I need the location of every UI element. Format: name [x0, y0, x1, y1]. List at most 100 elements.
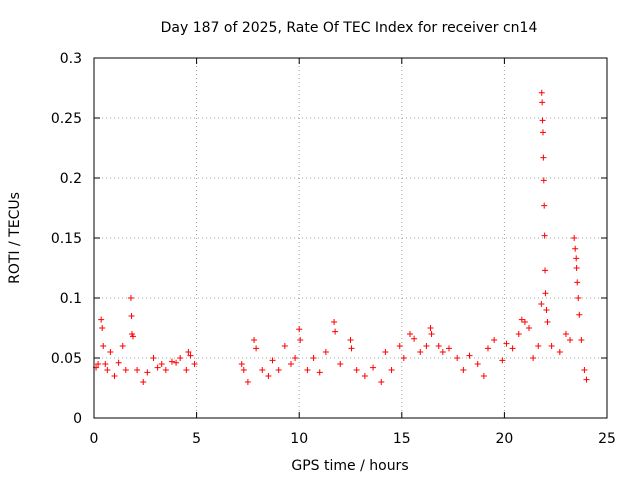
data-point [134, 367, 141, 373]
data-point [322, 349, 329, 355]
data-point [378, 379, 385, 385]
data-point [575, 295, 582, 301]
data-point [460, 367, 467, 373]
y-axis-label: ROTI / TECUs [7, 192, 23, 284]
data-point [540, 154, 547, 161]
data-point [259, 367, 266, 373]
data-point [518, 316, 525, 323]
data-point [454, 355, 461, 361]
data-point [396, 343, 403, 349]
data-point [122, 367, 129, 373]
y-tick-label: 0.2 [60, 171, 82, 187]
data-point [562, 331, 569, 337]
data-point [530, 355, 537, 361]
data-point [535, 343, 542, 349]
data-point [417, 349, 424, 355]
data-point [484, 345, 491, 352]
data-point [102, 361, 109, 367]
data-point [251, 337, 258, 343]
data-point [388, 367, 395, 373]
y-tick-label: 0.05 [51, 351, 82, 367]
data-point [515, 331, 522, 337]
data-point [191, 361, 198, 367]
data-point [128, 313, 135, 319]
data-point [304, 367, 311, 373]
data-point [583, 376, 590, 383]
data-point [348, 345, 355, 352]
data-point [281, 343, 288, 349]
data-point [177, 355, 184, 361]
x-tick-label: 25 [598, 431, 616, 447]
data-point [98, 316, 105, 323]
data-point [144, 369, 151, 376]
data-point [382, 349, 389, 355]
data-point [556, 349, 563, 355]
data-point [115, 359, 122, 366]
data-point [150, 355, 157, 361]
data-point [503, 340, 510, 347]
data-point [491, 337, 498, 343]
data-point [578, 337, 585, 343]
data-point [572, 245, 579, 252]
data-point [499, 357, 506, 364]
data-point [428, 331, 435, 337]
data-point [332, 328, 339, 335]
data-point [129, 333, 136, 340]
data-point [543, 307, 550, 313]
data-point [100, 343, 107, 349]
data-point [353, 367, 360, 373]
grid-lines [94, 58, 607, 418]
data-point [542, 267, 549, 274]
data-point [173, 359, 180, 366]
data-point [538, 301, 545, 307]
data-point [297, 337, 304, 343]
data-point [423, 343, 430, 349]
data-point [269, 357, 276, 364]
data-point [127, 295, 134, 301]
data-point [526, 325, 533, 331]
x-axis-label: GPS time / hours [291, 458, 408, 474]
data-point [540, 177, 547, 184]
data-point [427, 325, 434, 331]
data-point [361, 373, 368, 379]
data-point [104, 367, 111, 373]
y-tick-label: 0.25 [51, 111, 82, 127]
data-point [99, 325, 106, 331]
data-point [538, 89, 545, 96]
data-point [541, 232, 548, 239]
data-point [573, 265, 580, 271]
data-point [581, 367, 588, 373]
data-point [265, 373, 272, 379]
data-point [539, 129, 546, 136]
data-point [310, 355, 317, 361]
data-point [296, 326, 303, 333]
data-point [331, 319, 338, 325]
data-points [93, 89, 590, 385]
data-point [158, 361, 165, 367]
data-point [548, 343, 555, 349]
x-tick-label: 20 [495, 431, 513, 447]
x-tick-label: 10 [290, 431, 308, 447]
data-point [474, 361, 481, 367]
data-point [544, 319, 551, 325]
x-tick-label: 0 [90, 431, 99, 447]
data-point [574, 279, 581, 286]
data-point [411, 335, 418, 342]
data-point [370, 364, 377, 371]
data-point [539, 117, 546, 124]
axis-ticks: 0 5 10 15 20 25 0 0.05 0.1 0.15 0.2 0.25 0.3 [51, 51, 616, 447]
data-point [466, 352, 473, 359]
data-point [480, 373, 487, 379]
data-point [576, 311, 583, 318]
data-point [111, 373, 118, 379]
data-point [509, 345, 516, 352]
data-point [571, 235, 578, 241]
data-point [567, 337, 574, 343]
y-tick-label: 0.1 [60, 291, 82, 307]
data-point [107, 349, 114, 355]
data-point [185, 349, 192, 355]
data-point [238, 361, 245, 367]
data-point [439, 349, 446, 355]
x-tick-label: 15 [393, 431, 411, 447]
data-point [316, 369, 323, 376]
